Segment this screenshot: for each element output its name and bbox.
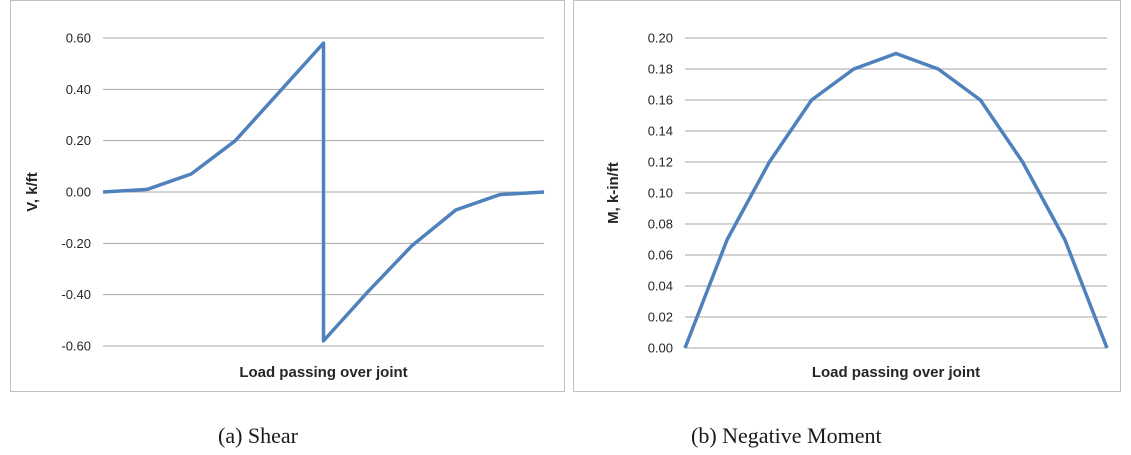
shear-y-tick-label: 0.20 xyxy=(66,133,91,148)
shear-y-tick-label: 0.40 xyxy=(66,82,91,97)
moment-y-tick-label: 0.14 xyxy=(648,124,673,139)
moment-y-tick-label: 0.12 xyxy=(648,155,673,170)
shear-series-line xyxy=(102,41,545,343)
shear-y-tick-label: -0.60 xyxy=(61,339,91,354)
moment-y-tick-label: 0.04 xyxy=(648,279,673,294)
shear-chart: 0.60 0.40 0.20 0.00 -0.20 -0.40 -0.60 Load pass… xyxy=(24,31,545,381)
shear-y-tick-label: 0.60 xyxy=(66,31,91,46)
moment-y-tick-label: 0.16 xyxy=(648,93,673,108)
shear-x-axis-title: Load passing over joint xyxy=(239,364,407,381)
moment-y-tick-label: 0.18 xyxy=(648,62,673,77)
shear-chart-panel: 0.60 0.40 0.20 0.00 -0.20 -0.40 -0.60 Load pass… xyxy=(10,0,565,392)
moment-y-tick-label: 0.20 xyxy=(648,31,673,46)
negative-moment-caption: (b) Negative Moment xyxy=(691,423,882,448)
moment-y-axis-title: M, k-in/ft xyxy=(605,162,622,224)
shear-y-axis-title: V, k/ft xyxy=(24,172,41,211)
moment-y-tick-label: 0.08 xyxy=(648,217,673,232)
moment-y-tick-label: 0.00 xyxy=(648,341,673,356)
moment-y-tick-label: 0.06 xyxy=(648,248,673,263)
moment-y-tick-label: 0.02 xyxy=(648,310,673,325)
shear-caption: (a) Shear xyxy=(218,423,299,448)
shear-y-tick-label: -0.20 xyxy=(61,236,91,251)
moment-y-tick-label: 0.10 xyxy=(648,186,673,201)
shear-y-tick-label: 0.00 xyxy=(66,185,91,200)
moment-chart-panel: 0.20 0.18 0.16 0.14 0.12 0.10 0.08 0.06 0.04 0.02… xyxy=(573,0,1121,392)
moment-series-line xyxy=(683,51,1109,349)
moment-x-axis-title: Load passing over joint xyxy=(812,364,980,381)
shear-y-tick-label: -0.40 xyxy=(61,287,91,302)
negative-moment-chart: 0.20 0.18 0.16 0.14 0.12 0.10 0.08 0.06 0.04 0.02… xyxy=(605,31,1109,381)
